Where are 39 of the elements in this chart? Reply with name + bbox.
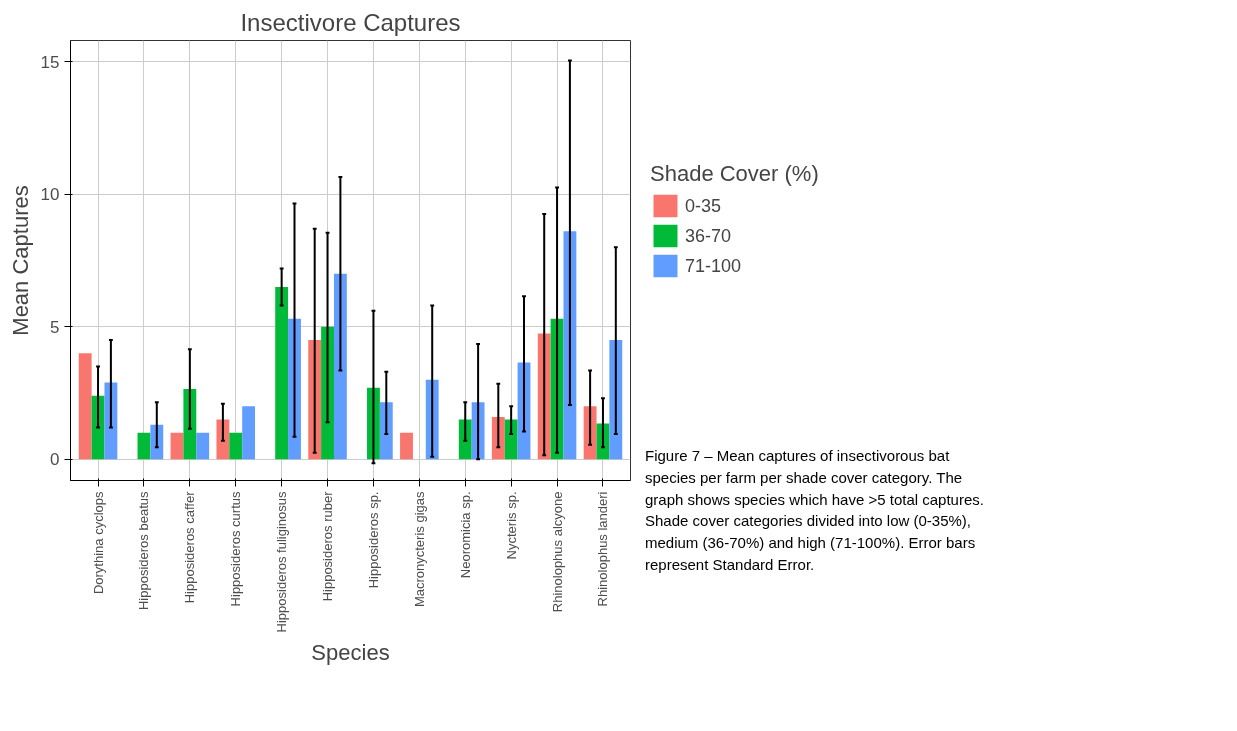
bar [504,419,518,460]
x-tick-label: Dorythina cyclops [90,491,106,595]
bar [183,389,197,460]
bar [216,419,230,460]
y-tick-label: 15 [40,52,60,72]
legend-label: 0-35 [685,195,722,216]
legend-label: 36-70 [685,225,732,246]
bar [400,432,413,460]
x-tick-label: Hipposideros beatus [136,491,152,611]
chart-title: Insectivore Captures [240,8,461,36]
y-tick-label: 10 [40,185,60,205]
bar [275,287,289,460]
legend-title: Shade Cover (%) [650,160,819,187]
x-tick-label: Hipposideros fuliginosus [274,491,290,633]
x-tick-label: Hipposideros ruber [320,490,336,602]
bar [78,353,92,460]
bar [333,273,347,460]
x-tick-label: Rhinolophus landeri [595,491,611,607]
bar [170,432,184,460]
bar [137,432,151,460]
x-tick-label: Hipposideros curtus [228,491,244,607]
bar [379,402,393,460]
bar [229,432,243,460]
caption: Figure 7 – Mean captures of insectivorous bat species per farm per shade cover category. The graph shows species which have >5 total captures. Shade cover categories divided into low (0-35%), medium (36-70%) and high (71-100%). Error bars represent Standard Error. [645,446,985,575]
legend-label: 71-100 [685,255,742,276]
y-tick-label: 0 [50,450,60,470]
bar [458,419,472,460]
y-tick-label: 5 [50,317,60,337]
x-tick-label: Rhinolophus alcyone [549,491,565,613]
bar [196,432,210,460]
bar [104,382,118,460]
bar [242,406,256,460]
x-tick-label: Nycteris sp. [503,491,519,560]
x-axis-title: Species [311,640,390,666]
x-tick-label: Macronycteris gigas [411,491,427,608]
x-tick-label: Neoromicia sp. [457,491,473,579]
y-axis-title: Mean Captures [7,185,33,336]
x-tick-label: Hipposideros caffer [182,490,198,604]
x-tick-label: Hipposideros sp. [365,491,381,589]
